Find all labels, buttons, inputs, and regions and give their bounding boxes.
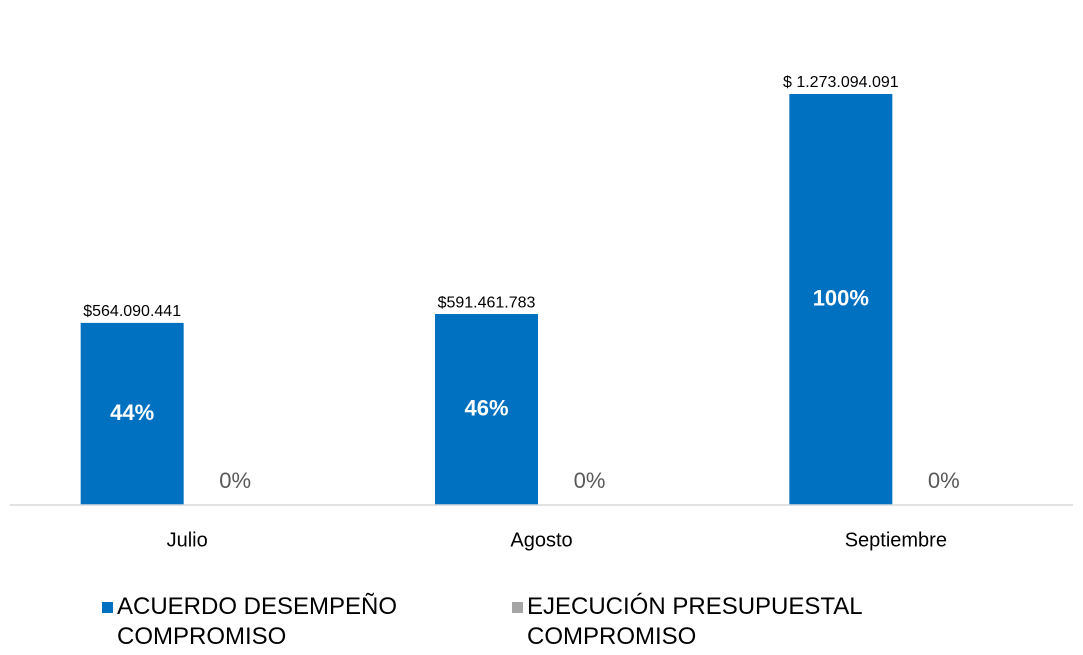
plot: Julio $564.090.441 44% 0% Agosto $591.461.783… [10, 74, 1073, 551]
value-label: $ 1.273.094.091 [783, 74, 899, 91]
x-tick-label: Julio [167, 529, 208, 551]
percent-label: 46% [464, 395, 508, 420]
percent-label: 100% [813, 285, 869, 310]
x-tick-label: Agosto [510, 529, 572, 551]
bar [80, 322, 184, 505]
legend-label: EJECUCIÓN PRESUPUESTAL COMPROMISO [527, 593, 862, 650]
legend-swatch [512, 602, 523, 613]
value-label: $591.461.783 [438, 294, 536, 311]
value-label: 0% [928, 468, 960, 493]
value-label: 0% [574, 468, 606, 493]
bar [435, 314, 538, 505]
legend-label: ACUERDO DESEMPEÑO COMPROMISO [117, 593, 398, 650]
bar [789, 93, 893, 506]
x-tick-label: Septiembre [845, 529, 947, 551]
percent-label: 44% [110, 400, 154, 425]
legend-swatch [102, 602, 113, 613]
value-label: $564.090.441 [83, 303, 181, 320]
value-label: 0% [219, 468, 251, 493]
